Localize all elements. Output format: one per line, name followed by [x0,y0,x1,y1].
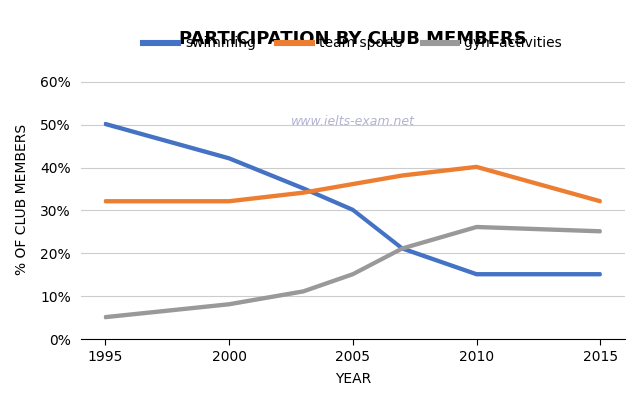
X-axis label: YEAR: YEAR [335,372,371,386]
Title: PARTICIPATION BY CLUB MEMBERS: PARTICIPATION BY CLUB MEMBERS [179,30,527,48]
Y-axis label: % OF CLUB MEMBERS: % OF CLUB MEMBERS [15,124,29,275]
Text: www.ielts-exam.net: www.ielts-exam.net [291,115,415,128]
Legend: swimming, team sports, gym activities: swimming, team sports, gym activities [138,31,568,56]
